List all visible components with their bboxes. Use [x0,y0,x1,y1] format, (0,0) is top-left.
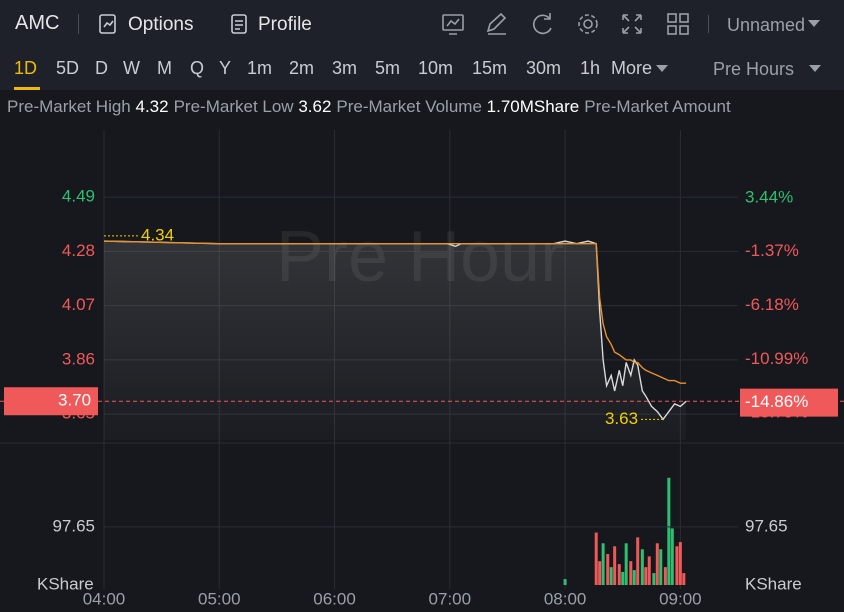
volume-bar [598,561,602,585]
volume-tick-label: 97.65 [52,516,95,535]
volume-bar [652,573,656,585]
price-area [104,241,687,440]
layout-select[interactable]: Unnamed [727,15,806,35]
current-change-label: -14.86% [745,392,808,411]
stat-label: Pre-Market High [7,97,131,116]
options-button[interactable]: Options [128,14,194,35]
volume-bar [647,556,651,585]
volume-bar [609,567,613,585]
x-tick-label: 09:00 [659,589,702,608]
volume-bar [629,561,633,585]
y-tick-label: 3.86 [62,349,95,368]
annotation-label: 4.34 [141,225,174,244]
y2-tick-label: -10.99% [745,349,808,368]
y-tick-label: 4.28 [62,241,95,260]
stats-row: Pre-Market High 4.32 Pre-Market Low 3.62 P… [7,97,731,117]
volume-bar [644,567,648,585]
current-price-tag [4,387,98,416]
stat-label: Pre-Market Amount [584,97,731,116]
volume-bar [667,477,671,585]
timeframe-option[interactable]: D [95,58,108,78]
timeframe-option[interactable]: 10m [418,58,454,78]
volume-bar [563,579,567,585]
separator [708,15,709,33]
toolbar-icons[interactable] [440,11,700,37]
volume-unit: KShare [745,574,802,593]
stat-value: 4.32 [135,97,169,116]
timeframe-option[interactable]: More [611,58,653,78]
y2-tick-label: -6.18% [745,295,799,314]
volume-tick-label: 97.65 [745,516,788,535]
x-tick-label: 04:00 [83,589,126,608]
volume-bar [659,549,663,585]
timeframe-option[interactable]: 1m [247,58,273,78]
header: AMC Options Profile Unnamed [0,0,844,48]
volume-bar [640,549,644,585]
active-underline [14,87,40,90]
stat-value: 1.70MShare [486,97,580,116]
timeframe-option[interactable]: 3m [332,58,358,78]
timeframe-option[interactable]: Q [190,58,205,78]
current-price-label: 3.70 [58,391,91,410]
timeframe-option[interactable]: 2m [289,58,315,78]
volume-bar [682,573,686,585]
volume-unit: KShare [37,574,94,593]
timeframe-bar: Pre Hours 1D 5D D W M Q Y 1m 2m 3m 5m 10m 15m 30m 1h Mo… [0,48,844,90]
dropdown-arrow [809,65,821,72]
dropdown-arrow [656,65,668,72]
stat-label: Pre-Market Low [173,97,294,116]
volume-bar [678,542,682,585]
timeframe-option[interactable]: 1h [580,58,601,78]
volume-bar [663,567,667,585]
volume-bar [613,546,617,585]
stat-value: 3.62 [298,97,332,116]
stat-label: Pre-Market Volume [336,97,482,116]
timeframe-option[interactable]: 5m [375,58,401,78]
session-select[interactable]: Pre Hours [713,59,795,79]
timeframe-option[interactable]: 30m [526,58,562,78]
timeframe-option[interactable]: W [123,58,140,78]
volume-bar [655,543,659,585]
volume-bar [617,564,621,585]
timeframe-option[interactable]: 15m [472,58,508,78]
x-tick-label: 07:00 [429,589,472,608]
dropdown-arrow [808,20,820,27]
x-tick-label: 06:00 [313,589,356,608]
y-tick-label: 4.07 [62,295,95,314]
y2-tick-label: 3.44% [745,187,793,206]
timeframe-option[interactable]: 5D [56,58,80,78]
volume-bar [601,543,605,585]
symbol[interactable]: AMC [15,12,60,34]
x-tick-label: 05:00 [198,589,241,608]
average-line [103,240,687,384]
timeframe-option[interactable]: M [157,58,172,78]
annotation-label: 3.63 [605,409,638,428]
volume-bar [670,528,674,585]
volume-bar [621,571,625,585]
y2-tick-label: -1.37% [745,241,799,260]
volume-bar [636,537,640,585]
volume-bar [675,546,679,585]
volume-bar [632,570,636,585]
timeframe-option[interactable]: 1D [14,58,38,78]
volume-bar [594,532,598,585]
volume-bar [624,543,628,585]
timeframe-option[interactable]: Y [219,58,232,78]
y-tick-label: 4.49 [62,187,95,206]
options-icon [99,14,116,34]
current-change-tag [740,388,838,417]
profile-icon [231,14,247,34]
separator [78,14,79,34]
profile-button[interactable]: Profile [258,14,312,35]
volume-bar [606,554,610,585]
x-tick-label: 08:00 [544,589,587,608]
